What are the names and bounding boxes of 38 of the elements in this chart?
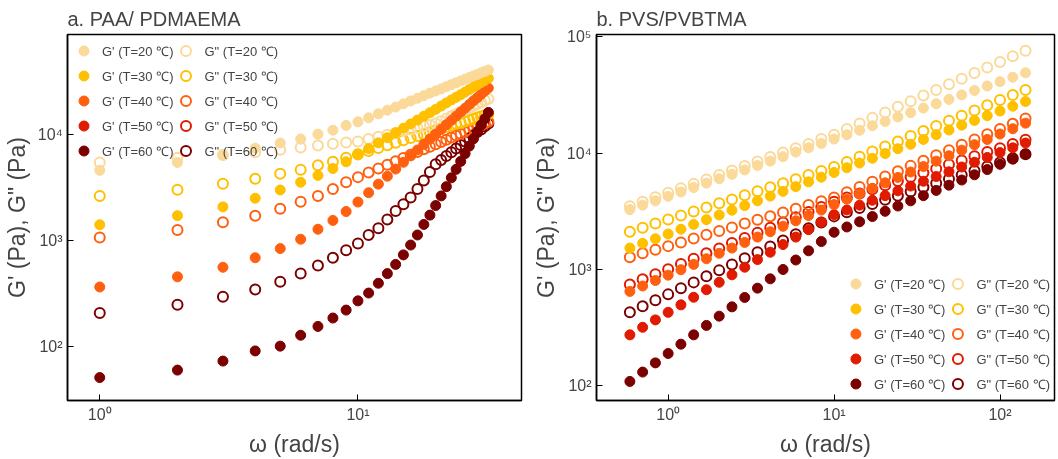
legend-label: G' (T=50 ℃): [102, 117, 174, 136]
x-tick-label: 10¹: [822, 405, 846, 423]
legend-label: G' (T=40 ℃): [873, 325, 946, 344]
y-tick-label: 10³: [568, 260, 593, 278]
y-axis-title: G' (Pa), G" (Pa): [532, 137, 559, 298]
legend-label: G' (T=60 ℃): [102, 142, 174, 161]
chart-title: a. PAA/ PDMAEMA: [67, 7, 242, 30]
legend-label: G' (T=60 ℃): [873, 375, 946, 394]
x-tick-label: 10⁰: [656, 405, 681, 423]
legend-label: G" (T=40 ℃): [204, 92, 279, 111]
y-tick-label: 10⁴: [37, 126, 63, 144]
x-tick-label: 10¹: [346, 405, 370, 423]
legend-label: G' (T=20 ℃): [873, 275, 946, 294]
legend-label: G' (T=30 ℃): [873, 300, 946, 319]
legend-label: G" (T=20 ℃): [976, 275, 1050, 294]
legend-label: G" (T=40 ℃): [976, 325, 1050, 344]
x-tick-label: 10²: [988, 405, 1013, 423]
legend-label: G' (T=40 ℃): [102, 92, 174, 111]
x-axis-title: ω (rad/s): [780, 430, 871, 457]
y-tick-label: 10⁵: [567, 28, 592, 46]
y-tick-label: 10⁴: [566, 144, 592, 162]
legend-label: G" (T=60 ℃): [976, 375, 1050, 394]
legend-label: G" (T=60 ℃): [204, 142, 279, 161]
legend-label: G" (T=30 ℃): [976, 300, 1050, 319]
legend-label: G" (T=20 ℃): [204, 42, 279, 61]
y-tick-label: 10³: [39, 232, 64, 250]
chart-title: b. PVS/PVBTMA: [596, 7, 748, 30]
y-axis-title: G' (Pa), G" (Pa): [3, 137, 30, 298]
y-tick-label: 10²: [568, 376, 593, 394]
y-tick-label: 10²: [39, 338, 64, 356]
legend-label: G' (T=20 ℃): [102, 42, 174, 61]
legend-label: G' (T=50 ℃): [873, 350, 946, 369]
x-tick-label: 10⁰: [87, 405, 112, 423]
x-axis-title: ω (rad/s): [249, 430, 340, 457]
legend-label: G" (T=30 ℃): [204, 67, 279, 86]
legend-label: G" (T=50 ℃): [976, 350, 1050, 369]
legend-label: G" (T=50 ℃): [204, 117, 279, 136]
legend-label: G' (T=30 ℃): [102, 67, 174, 86]
